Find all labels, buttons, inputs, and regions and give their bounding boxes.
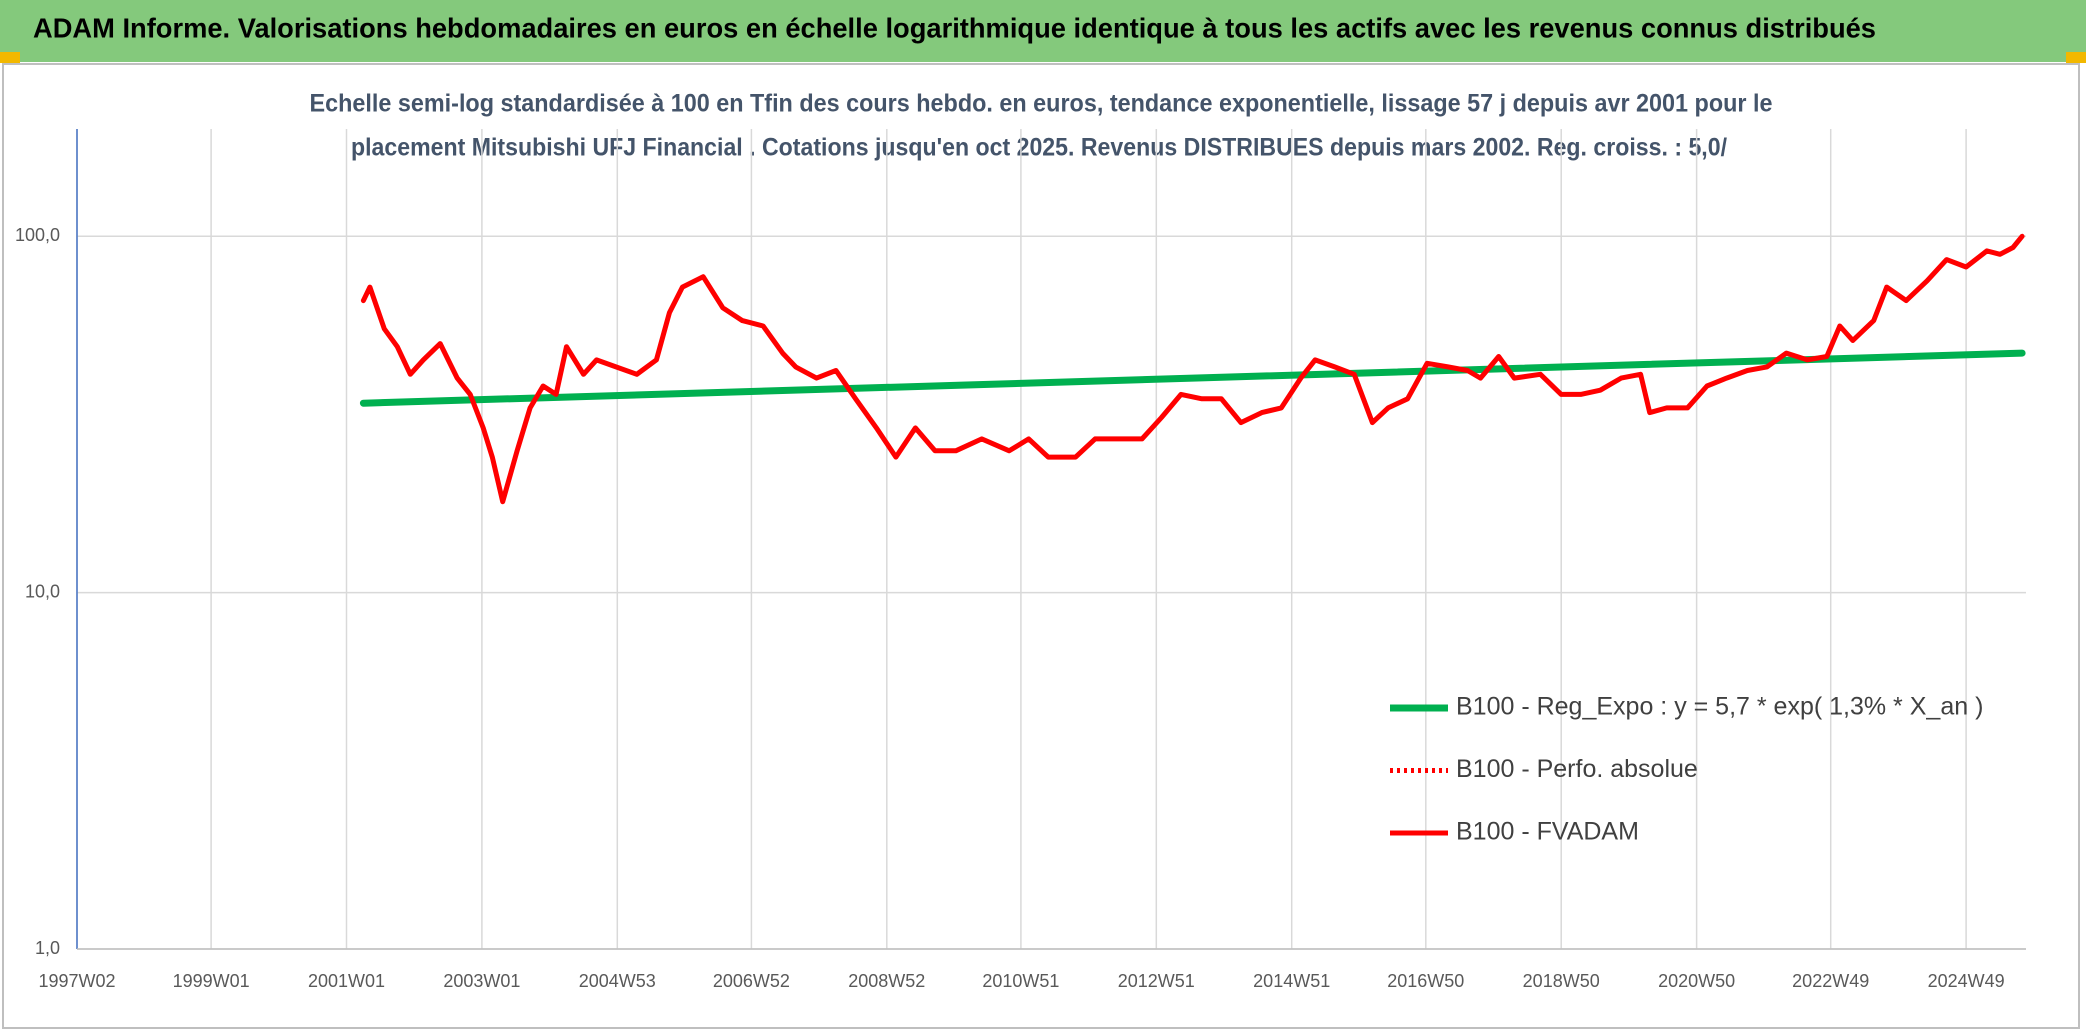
chart-subtitle: placement Mitsubishi UFJ Financial . Cot… (351, 134, 1727, 162)
y-tick-label: 10,0 (25, 581, 60, 601)
x-tick-label: 2003W01 (443, 971, 520, 991)
x-tick-label: 2018W50 (1523, 971, 1600, 991)
header-bar (0, 0, 2086, 62)
x-tick-label: 2006W52 (713, 971, 790, 991)
series-line (359, 349, 2026, 407)
x-tick-label: 2024W49 (1928, 971, 2005, 991)
y-tick-label: 1,0 (35, 938, 60, 958)
corner-decoration (2066, 52, 2086, 63)
x-tick-label: 2012W51 (1118, 971, 1195, 991)
x-tick-label: 1999W01 (173, 971, 250, 991)
x-tick-label: 2016W50 (1387, 971, 1464, 991)
x-tick-label: 2010W51 (982, 971, 1059, 991)
x-tick-label: 2020W50 (1658, 971, 1735, 991)
x-tick-label: 2014W51 (1253, 971, 1330, 991)
x-tick-label: 2004W53 (579, 971, 656, 991)
x-tick-label: 2008W52 (848, 971, 925, 991)
header-title: ADAM Informe. Valorisations hebdomadaire… (33, 12, 1876, 43)
series-line (360, 233, 2025, 505)
x-tick-label: 2022W49 (1792, 971, 1869, 991)
x-tick-label: 1997W02 (38, 971, 115, 991)
legend-label: B100 - Perfo. absolue (1456, 755, 1698, 783)
chart-subtitle: Echelle semi-log standardisée à 100 en T… (310, 90, 1773, 118)
legend-label: B100 - FVADAM (1456, 818, 1639, 846)
corner-decoration (0, 52, 20, 63)
x-tick-label: 2001W01 (308, 971, 385, 991)
legend-label: B100 - Reg_Expo : y = 5,7 * exp( 1,3% * … (1456, 693, 1983, 721)
y-tick-label: 100,0 (15, 225, 60, 245)
chart-frame (2, 63, 2080, 1029)
